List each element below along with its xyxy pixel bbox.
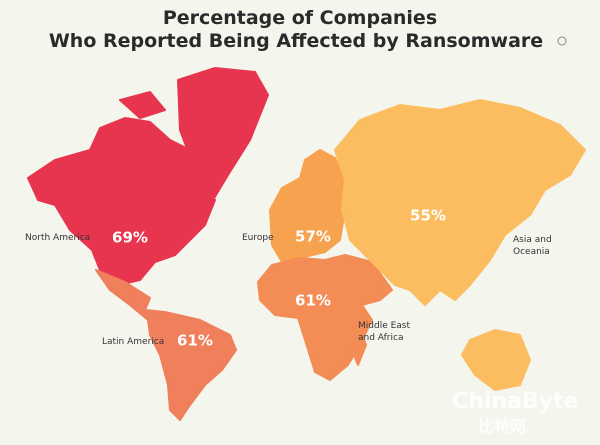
region xyxy=(27,67,269,286)
value-label: 61% xyxy=(177,332,213,350)
value-label: 57% xyxy=(295,228,331,246)
region-label: Europe xyxy=(242,233,274,243)
region xyxy=(334,99,586,391)
value-label: 69% xyxy=(112,229,148,247)
region xyxy=(95,269,237,421)
region xyxy=(257,254,393,381)
region-label: Middle East and Africa xyxy=(358,321,411,343)
region-label: North America xyxy=(25,233,91,243)
value-label: 61% xyxy=(295,292,331,310)
chart-title: Who Reported Being Affected by Ransomwar… xyxy=(49,30,543,52)
region-label: Latin America xyxy=(102,337,165,347)
watermark: ChinaByte xyxy=(452,389,578,414)
watermark: 比特网 xyxy=(478,417,526,436)
region-label: Asia and Oceania xyxy=(513,235,552,257)
chart-title: Percentage of Companies xyxy=(163,7,437,29)
value-label: 55% xyxy=(410,207,446,225)
info-icon xyxy=(557,36,567,46)
